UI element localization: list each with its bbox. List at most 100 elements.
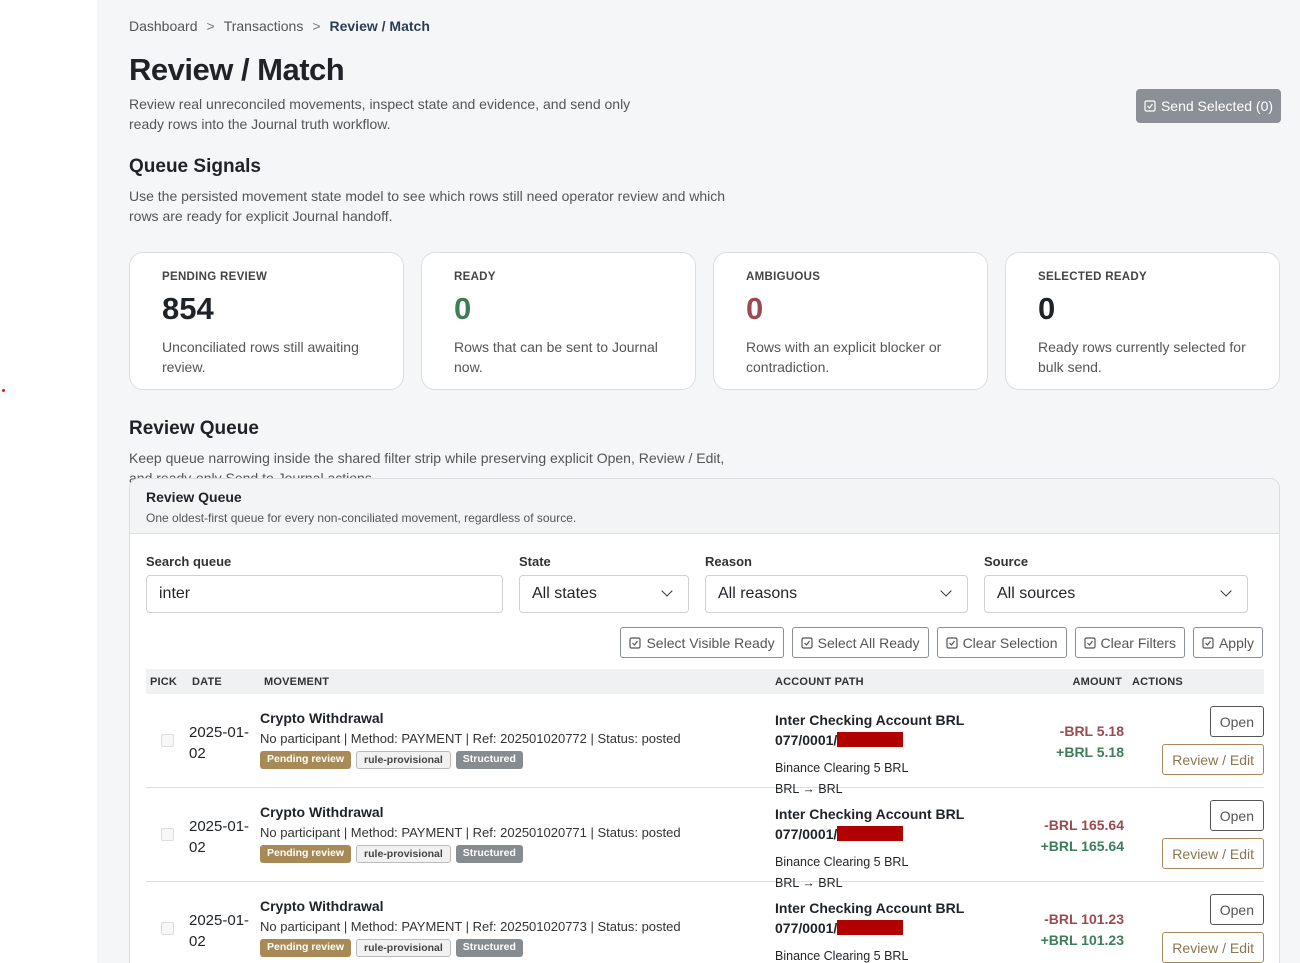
card-value: 854 [162, 291, 214, 326]
card-label: PENDING REVIEW [162, 271, 268, 283]
account-name: Inter Checking Account BRL [775, 900, 965, 916]
badge: Structured [455, 751, 523, 769]
account-number: 077/0001/ [775, 824, 1040, 844]
action-button[interactable]: Review / Edit [1162, 838, 1264, 869]
pick-cell [146, 694, 188, 800]
debit-amount: -BRL 5.18 [1059, 723, 1124, 739]
breadcrumb: Dashboard > Transactions > Review / Match [129, 18, 1280, 36]
filter-select[interactable]: All sources [984, 575, 1248, 613]
filter-buttons: Select Visible Ready Select All Ready Clea… [620, 627, 1263, 658]
debit-amount: -BRL 101.23 [1044, 911, 1124, 927]
breadcrumb-item: Review / Match [329, 18, 430, 34]
pick-cell [146, 788, 188, 894]
actions-cell: Open Review / Edit [1128, 694, 1264, 800]
badges: Pending review rule-provisional Structured [260, 845, 771, 863]
table-header: PICK DATE MOVEMENT ACCOUNT PATH AMOUNT ACTION… [146, 669, 1264, 694]
action-button[interactable]: Open [1209, 800, 1264, 831]
card-label: AMBIGUOUS [746, 271, 821, 283]
main: Dashboard > Transactions > Review / Match Rev… [97, 0, 1300, 963]
badge: Pending review [260, 939, 352, 957]
action-button[interactable]: Open [1209, 894, 1264, 925]
card-value: 0 [1038, 291, 1056, 326]
account-number: 077/0001/ [775, 730, 1040, 750]
breadcrumb-item[interactable]: Dashboard [129, 18, 198, 34]
card-value: 0 [454, 291, 472, 326]
column-header: AMOUNT [1072, 675, 1122, 688]
counterparty: Binance Clearing 5 BRL [775, 761, 909, 775]
column-header: ACTIONS [1132, 675, 1183, 688]
filter-button[interactable]: Apply [1192, 627, 1263, 658]
pick-cell [146, 882, 188, 963]
currency-path: BRL → BRL [775, 876, 843, 890]
date-cell: 2025-01-02 [189, 818, 250, 856]
filter: State All states [519, 554, 689, 613]
page-title: Review / Match [129, 52, 345, 87]
filter: Source All sources [984, 554, 1248, 613]
movement-meta: No participant | Method: PAYMENT | Ref: … [260, 825, 681, 840]
account-number-text: 077/0001/ [775, 826, 838, 842]
account-cell: Inter Checking Account BRL 077/0001/Binan… [771, 694, 1040, 800]
action-button[interactable]: Review / Edit [1162, 932, 1264, 963]
icon [801, 636, 813, 649]
movement-title: Crypto Withdrawal [260, 710, 384, 726]
filter-button[interactable]: Select All Ready [791, 627, 929, 658]
account-name: Inter Checking Account BRL [775, 712, 965, 728]
checkbox[interactable] [161, 734, 174, 747]
actions-cell: Open Review / Edit [1128, 788, 1264, 894]
filter-input[interactable]: inter [146, 575, 503, 613]
card-label: SELECTED READY [1038, 271, 1147, 283]
send-selected-button[interactable]: Send Selected (0) [1136, 89, 1281, 123]
account-number-text: 077/0001/ [775, 732, 838, 748]
card-description: Rows that can be sent to Journal now. [454, 339, 658, 375]
movement-cell: Crypto Withdrawal No participant | Method… [260, 694, 771, 800]
date-cell: 2025-01-02 [189, 724, 250, 762]
redaction [837, 732, 904, 747]
action-button[interactable]: Review / Edit [1162, 744, 1264, 775]
badge: Structured [455, 845, 523, 863]
account-cell: Inter Checking Account BRL 077/0001/Binan… [771, 882, 1040, 963]
badge: Pending review [260, 845, 352, 863]
breadcrumb-item[interactable]: Transactions [223, 18, 304, 34]
panel-subtitle: One oldest-first queue for every non-con… [146, 511, 577, 525]
badges: Pending review rule-provisional Structured [260, 751, 771, 769]
table-row: 2025-01-02 Crypto Withdrawal No participan… [146, 694, 1264, 796]
icon [1083, 636, 1096, 649]
filter: Reason All reasons [705, 554, 968, 613]
panel-header: Review Queue One oldest-first queue for e… [130, 479, 1279, 534]
filter-select[interactable]: All states [519, 575, 689, 613]
action-button[interactable]: Open [1209, 706, 1264, 737]
checkbox[interactable] [161, 828, 174, 841]
filter-button[interactable]: Clear Filters [1074, 627, 1185, 658]
signal-card: SELECTED READY 0 Ready rows currently sele… [1005, 252, 1280, 390]
credit-amount: +BRL 165.64 [1040, 838, 1124, 854]
filter-button[interactable]: Select Visible Ready [620, 627, 784, 658]
icon [945, 636, 958, 649]
card-label: READY [454, 271, 496, 283]
card-description: Ready rows currently selected for bulk s… [1038, 339, 1246, 375]
stray-dot [2, 389, 5, 392]
account-name: Inter Checking Account BRL [775, 806, 965, 822]
card-description: Unconciliated rows still awaiting review… [162, 339, 359, 375]
filter-button[interactable]: Clear Selection [936, 627, 1067, 658]
movement-meta: No participant | Method: PAYMENT | Ref: … [260, 731, 681, 746]
signal-card: READY 0 Rows that can be sent to Journal n… [421, 252, 696, 390]
icon [629, 636, 642, 649]
filter-label: State [519, 554, 551, 569]
filter-select[interactable]: All reasons [705, 575, 968, 613]
button-label: Send Selected (0) [1160, 98, 1274, 114]
queue-panel: Review Queue One oldest-first queue for e… [129, 478, 1280, 963]
button-label: Apply [1218, 634, 1254, 651]
checkbox[interactable] [161, 922, 174, 935]
column-header: PICK [150, 675, 178, 688]
actions-cell: Open Review / Edit [1128, 882, 1264, 963]
currency-path: BRL → BRL [775, 782, 843, 796]
movement-title: Crypto Withdrawal [260, 804, 384, 820]
account-cell: Inter Checking Account BRL 077/0001/Binan… [771, 788, 1040, 894]
account-number: 077/0001/ [775, 918, 1040, 938]
icon [1144, 100, 1156, 112]
credit-amount: +BRL 5.18 [1056, 744, 1124, 760]
column-header: DATE [192, 675, 222, 688]
amount-cell: -BRL 5.18 +BRL 5.18 [1040, 694, 1128, 800]
signal-cards: PENDING REVIEW 854 Unconciliated rows stil… [129, 252, 1280, 390]
credit-amount: +BRL 101.23 [1040, 932, 1124, 948]
